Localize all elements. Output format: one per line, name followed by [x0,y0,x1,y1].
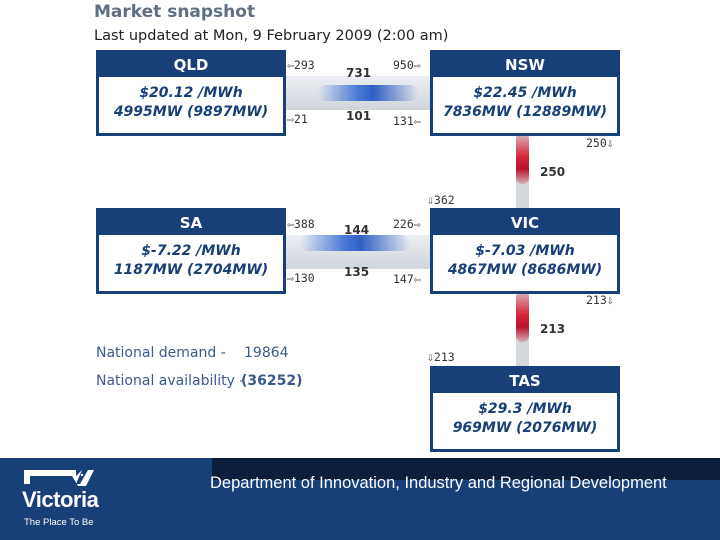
national-demand-label: National demand - [96,345,226,361]
region-vic[interactable]: VIC $-7.03 /MWh 4867MW (8686MW) [430,208,620,294]
department-name: Department of Innovation, Industry and R… [210,474,667,492]
flow-sa-vic-left-bottom: ⇨130 [287,271,315,285]
national-availability-label: National availability - [96,373,245,389]
flow-bar-sa-vic [300,235,410,251]
flow-qld-nsw-right-top: 950⇨ [393,58,421,72]
flow-vic-tas-top: 213⇩ [586,293,614,307]
flow-qld-nsw-right-bottom: 131⇦ [393,114,421,128]
page-title: Market snapshot [94,2,256,22]
flow-qld-nsw-mid-bottom: 101 [346,109,372,123]
national-demand-value: 19864 [244,345,289,361]
flow-vic-tas-mid: 213 [540,322,566,336]
region-vic-name: VIC [433,211,617,235]
flow-nsw-vic-bottom: ⇩362 [427,193,455,207]
region-sa[interactable]: SA $-7.22 /MWh 1187MW (2704MW) [96,208,286,294]
flow-nsw-vic-mid: 250 [540,165,566,179]
region-nsw-mw: 7836MW (12889MW) [442,104,608,120]
region-sa-name: SA [99,211,283,235]
region-tas[interactable]: TAS $29.3 /MWh 969MW (2076MW) [430,366,620,452]
region-nsw-name: NSW [433,53,617,77]
region-qld-name: QLD [99,53,283,77]
flow-bar-qld-nsw [318,85,418,101]
flow-nsw-vic-top: 250⇩ [586,136,614,150]
region-nsw-price: $22.45 /MWh [473,85,577,101]
national-availability-value: (36252) [241,373,303,389]
flow-sa-vic-right-bottom: 147⇦ [393,272,421,286]
region-nsw[interactable]: NSW $22.45 /MWh 7836MW (12889MW) [430,50,620,136]
flow-qld-nsw-left-top: ⇦293 [287,58,315,72]
flow-bar-vic-tas [516,292,529,342]
national-demand: National demand - 19864 [96,345,289,361]
region-sa-mw: 1187MW (2704MW) [113,262,269,278]
victoria-tagline: The Place To Be [24,517,94,528]
flow-bar-nsw-vic [516,134,529,184]
region-qld[interactable]: QLD $20.12 /MWh 4995MW (9897MW) [96,50,286,136]
region-tas-mw: 969MW (2076MW) [452,420,598,436]
region-qld-price: $20.12 /MWh [139,85,243,101]
region-tas-name: TAS [433,369,617,393]
national-availability: National availability - (36252) [96,373,303,389]
flow-qld-nsw-left-bottom: ⇨21 [287,112,308,126]
region-qld-mw: 4995MW (9897MW) [113,104,269,120]
last-updated-text: Last updated at Mon, 9 February 2009 (2:… [94,28,449,44]
flow-sa-vic-mid-bottom: 135 [344,265,370,279]
region-vic-mw: 4867MW (8686MW) [447,262,603,278]
flow-vic-tas-bottom: ⇩213 [427,350,455,364]
victoria-logo-word: Victoria [22,487,99,512]
region-vic-price: $-7.03 /MWh [475,243,575,259]
region-tas-price: $29.3 /MWh [478,401,572,417]
flow-sa-vic-right-top: 226⇨ [393,217,421,231]
footer-dark-strip [212,458,720,480]
flow-sa-vic-left-top: ⇦388 [287,217,315,231]
region-sa-price: $-7.22 /MWh [141,243,241,259]
victoria-logo-icon [24,470,94,486]
flow-qld-nsw-mid-top: 731 [346,66,372,80]
flow-sa-vic-mid-top: 144 [344,223,370,237]
